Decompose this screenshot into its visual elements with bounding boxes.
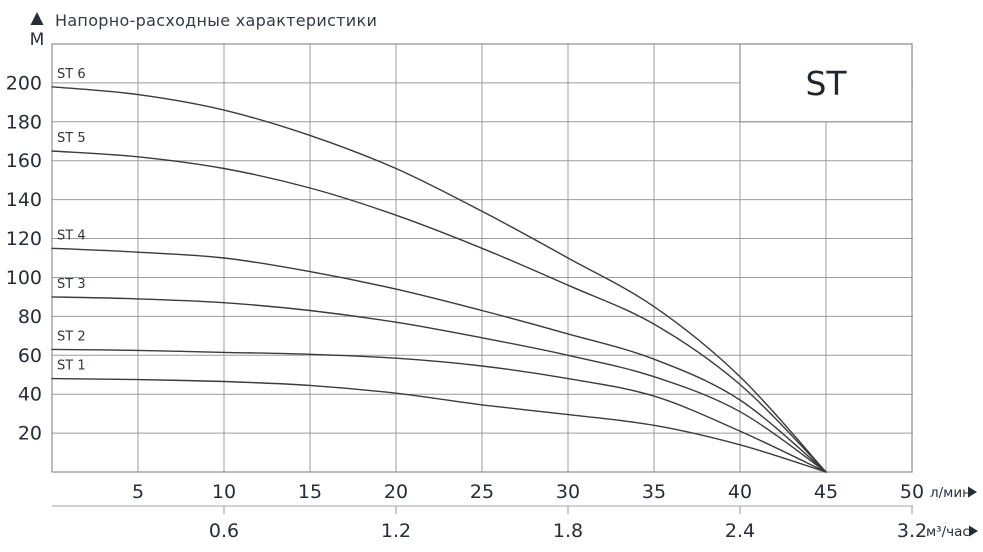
x-axis-unit: л/мин [930, 485, 971, 501]
curve-st5 [51, 150, 827, 473]
y-tick-label: 20 [18, 423, 42, 445]
x-tick-label: 30 [556, 481, 580, 503]
curves [51, 86, 827, 473]
y-tick-label: 120 [6, 228, 42, 250]
y-tick-label: 140 [6, 189, 42, 211]
x2-axis-arrow-icon [969, 525, 978, 537]
x-tick-label: 20 [384, 481, 408, 503]
curve-labels: ST 6 ST 5 ST 4 ST 3 ST 2 ST 1 [57, 67, 86, 374]
x2-tick-label: 2.4 [725, 520, 755, 542]
x2-axis-unit: м³/час [926, 524, 970, 540]
curve-st6 [51, 86, 827, 473]
plot-border [51, 43, 913, 473]
y-axis-tick-labels: 200 180 160 140 120 100 80 60 40 20 [6, 72, 42, 444]
y-axis-unit: М [30, 30, 45, 50]
x-axis-tick-labels: 5 10 15 20 25 30 35 40 45 50 [132, 481, 924, 503]
curve-label: ST 5 [57, 131, 86, 146]
x-tick-label: 35 [642, 481, 666, 503]
x2-tick-label: 3.2 [897, 520, 927, 542]
curve-st4 [51, 247, 827, 473]
x2-tick-label: 0.6 [209, 520, 239, 542]
y-tick-label: 80 [18, 306, 42, 328]
y-tick-label: 200 [6, 72, 42, 94]
y-tick-label: 160 [6, 150, 42, 172]
legend-label: ST [805, 64, 847, 103]
curve-st3 [51, 296, 827, 473]
curve-label: ST 6 [57, 67, 86, 82]
secondary-axis [52, 505, 913, 514]
chart-title: Напорно-расходные характеристики [55, 11, 377, 30]
x-tick-label: 45 [814, 481, 838, 503]
y-tick-label: 40 [18, 384, 42, 406]
x2-tick-label: 1.2 [381, 520, 411, 542]
x-tick-label: 15 [298, 481, 322, 503]
y-axis-arrow-icon [30, 12, 44, 25]
y-tick-label: 100 [6, 267, 42, 289]
x2-axis-tick-labels: 0.6 1.2 1.8 2.4 3.2 [209, 520, 927, 542]
curve-label: ST 3 [57, 277, 86, 292]
curve-label: ST 2 [57, 329, 86, 344]
x-tick-label: 50 [900, 481, 924, 503]
y-tick-label: 60 [18, 345, 42, 367]
x-tick-label: 10 [212, 481, 236, 503]
curve-st1 [51, 377, 827, 473]
x-tick-label: 5 [132, 481, 144, 503]
curve-label: ST 1 [57, 359, 86, 374]
x-tick-label: 40 [728, 481, 752, 503]
x-axis-arrow-icon [968, 486, 977, 498]
grid [52, 44, 913, 472]
y-tick-label: 180 [6, 111, 42, 133]
x-tick-label: 25 [470, 481, 494, 503]
legend-box [739, 43, 913, 123]
curve-label: ST 4 [57, 228, 86, 243]
curve-st2 [51, 348, 827, 473]
x2-tick-label: 1.8 [553, 520, 583, 542]
